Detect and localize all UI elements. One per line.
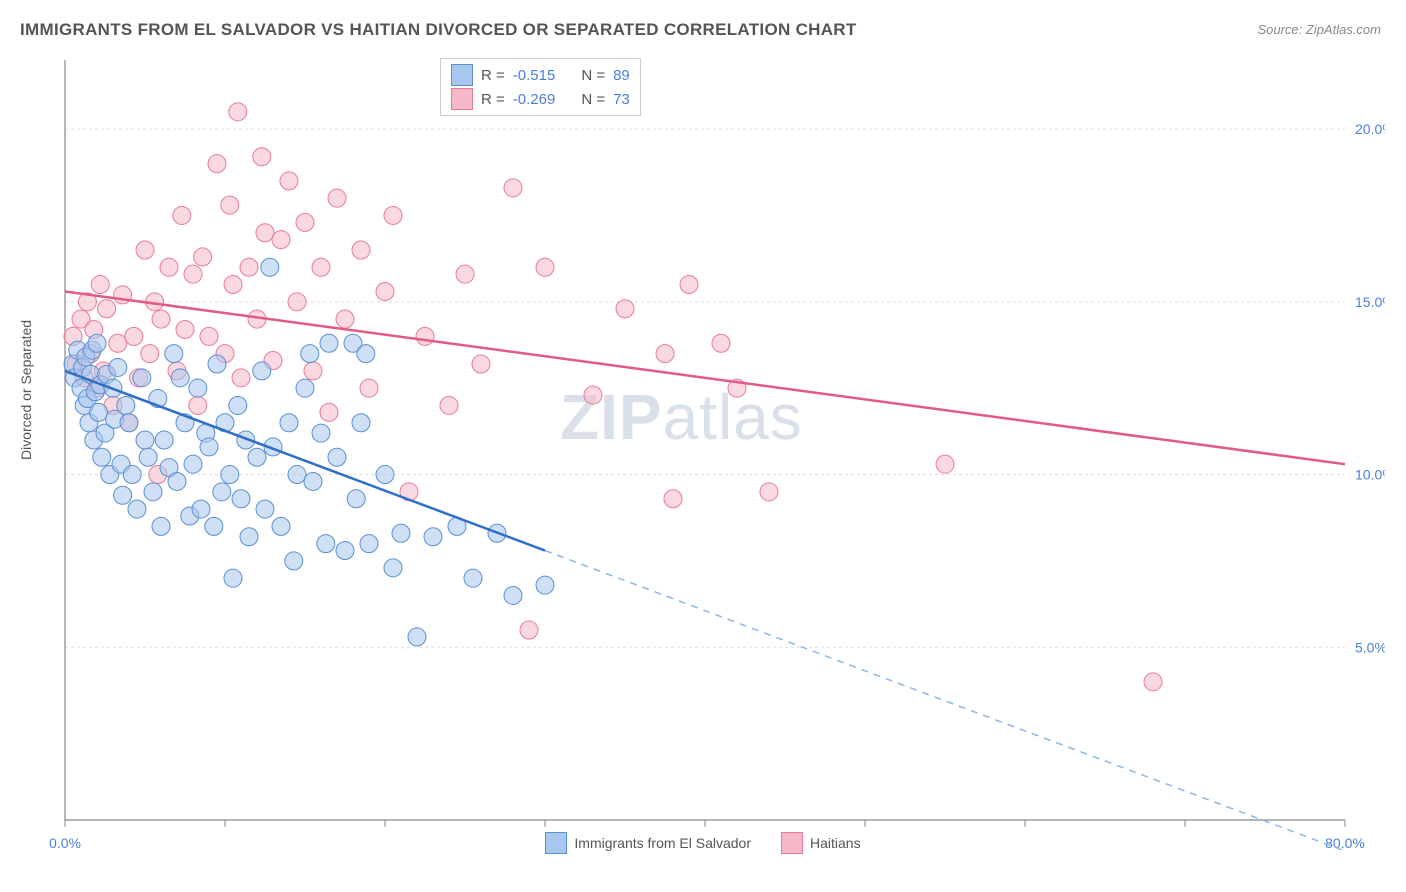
r-label-1: R = xyxy=(481,67,505,84)
legend-swatch-2 xyxy=(781,832,803,854)
swatch-series-2 xyxy=(451,88,473,110)
legend-swatch-1 xyxy=(545,832,567,854)
n-value-1: 89 xyxy=(613,67,630,84)
svg-text:15.0%: 15.0% xyxy=(1355,294,1385,310)
n-label-1: N = xyxy=(581,67,605,84)
n-label-2: N = xyxy=(581,91,605,108)
correlation-legend: R = -0.515 N = 89 R = -0.269 N = 73 xyxy=(440,58,641,116)
corr-row-2: R = -0.269 N = 73 xyxy=(451,87,630,111)
source-attr: Source: ZipAtlas.com xyxy=(1257,22,1381,37)
svg-text:20.0%: 20.0% xyxy=(1355,121,1385,137)
legend-label-2: Haitians xyxy=(810,835,861,851)
svg-text:5.0%: 5.0% xyxy=(1355,639,1385,655)
legend-item-1: Immigrants from El Salvador xyxy=(545,832,751,854)
y-axis-label: Divorced or Separated xyxy=(18,320,34,460)
legend-label-1: Immigrants from El Salvador xyxy=(574,835,751,851)
r-label-2: R = xyxy=(481,91,505,108)
n-value-2: 73 xyxy=(613,91,630,108)
swatch-series-1 xyxy=(451,64,473,86)
chart-title: IMMIGRANTS FROM EL SALVADOR VS HAITIAN D… xyxy=(20,20,857,40)
r-value-2: -0.269 xyxy=(513,91,556,108)
source-name: ZipAtlas.com xyxy=(1306,22,1381,37)
r-value-1: -0.515 xyxy=(513,67,556,84)
svg-text:10.0%: 10.0% xyxy=(1355,467,1385,483)
corr-row-1: R = -0.515 N = 89 xyxy=(451,63,630,87)
scatter-chart: 5.0%10.0%15.0%20.0%0.0%80.0% xyxy=(45,50,1385,850)
legend-item-2: Haitians xyxy=(781,832,861,854)
source-prefix: Source: xyxy=(1257,22,1305,37)
bottom-legend: Immigrants from El Salvador Haitians xyxy=(0,832,1406,854)
